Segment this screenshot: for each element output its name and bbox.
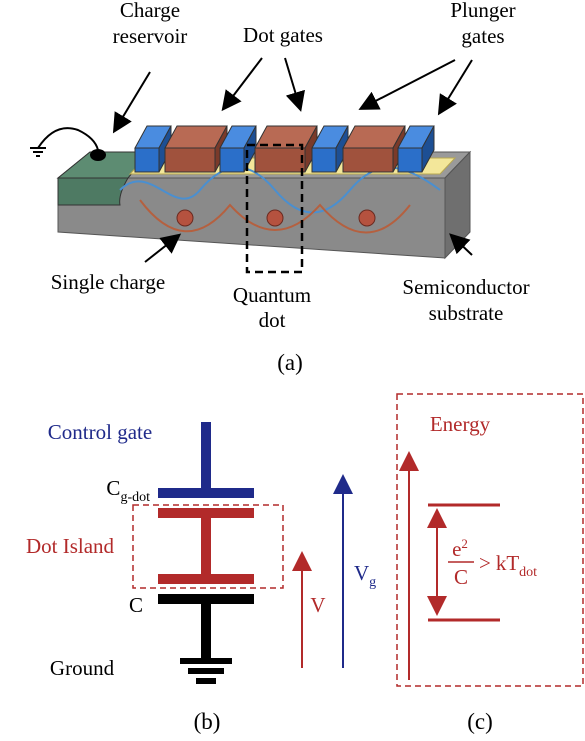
denominator: C	[454, 565, 468, 589]
caption: (a)	[277, 350, 303, 375]
label: reservoir	[113, 24, 188, 48]
label-sub: g	[369, 575, 376, 590]
label: Dot gates	[243, 23, 323, 47]
label: gates	[461, 24, 504, 48]
rhs: kT	[496, 551, 520, 575]
charge	[177, 210, 193, 226]
ground-bar	[188, 668, 224, 674]
gate-front	[220, 148, 244, 172]
numerator: e2	[452, 536, 468, 561]
label-main: V	[354, 561, 369, 585]
label: Control gate	[48, 420, 152, 444]
label: Quantum	[233, 283, 311, 307]
label-sub: g-dot	[120, 490, 150, 505]
label: dot	[259, 308, 286, 332]
caption: (b)	[194, 709, 221, 734]
gate-front	[135, 148, 159, 172]
arrow	[362, 60, 455, 108]
contact	[90, 149, 106, 161]
label: substrate	[429, 301, 504, 325]
label: Vg	[354, 561, 376, 590]
gate-front	[312, 148, 336, 172]
ground-plate	[158, 594, 254, 604]
arrow	[115, 72, 150, 130]
label: V	[310, 593, 325, 617]
ground-lead	[201, 604, 211, 658]
energy-box	[397, 394, 583, 686]
label: C	[129, 593, 143, 617]
island-plate	[158, 508, 254, 518]
relation: >kTdot	[479, 551, 537, 580]
label: Energy	[430, 412, 491, 436]
gate-lead	[201, 422, 211, 490]
figure: Charge reservoir Dot gates Plunger gates…	[0, 0, 585, 741]
ground-bar	[180, 658, 232, 664]
gate-front	[398, 148, 422, 172]
charge	[359, 210, 375, 226]
device-3d	[30, 126, 470, 272]
rhs-sub: dot	[519, 565, 537, 580]
caption: (c)	[467, 709, 493, 734]
label-main: C	[106, 476, 120, 500]
label: Single charge	[51, 270, 166, 294]
reservoir-front	[58, 178, 128, 205]
gate-front	[165, 148, 215, 172]
gate-front	[343, 148, 393, 172]
gate-plate	[158, 488, 254, 498]
base: e	[452, 537, 461, 561]
arrow	[285, 58, 300, 108]
charge	[267, 210, 283, 226]
island-plate	[158, 574, 254, 584]
arrow	[440, 60, 472, 112]
label: Dot Island	[26, 534, 115, 558]
arrow	[224, 58, 262, 108]
label: Cg-dot	[106, 476, 150, 505]
label: Charge	[120, 0, 180, 22]
relation-sign: >	[479, 551, 491, 575]
island-body	[201, 518, 211, 574]
power: 2	[461, 536, 468, 551]
gate-front	[255, 148, 305, 172]
arrow	[145, 236, 178, 262]
label: Semiconductor	[402, 275, 529, 299]
wire	[38, 128, 98, 150]
ground-bar	[196, 678, 216, 684]
label: Ground	[50, 656, 115, 680]
label: Plunger	[450, 0, 515, 22]
